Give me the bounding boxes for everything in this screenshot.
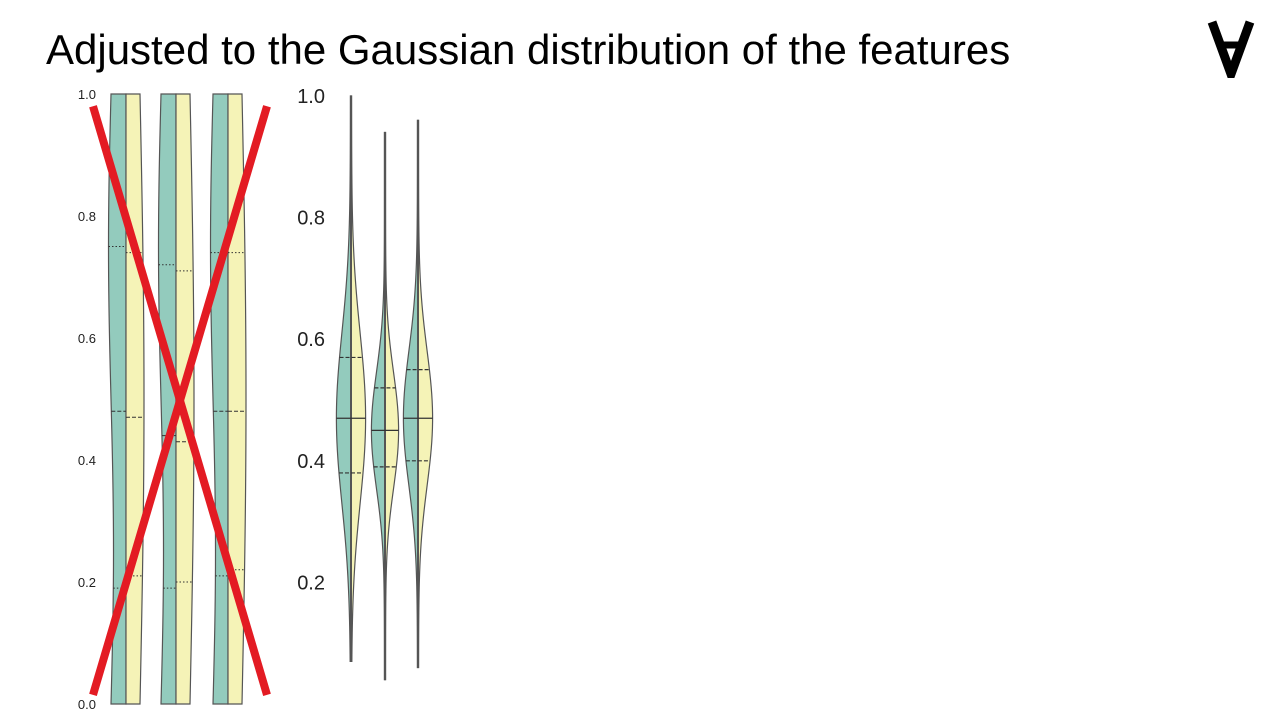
violin-left-half xyxy=(335,95,352,663)
y-tick-label: 0.8 xyxy=(78,209,96,224)
violin-left-half xyxy=(370,131,386,681)
gaussian-violin xyxy=(370,131,400,681)
y-tick-label: 0.6 xyxy=(297,329,325,351)
y-tick-label: 0.8 xyxy=(297,208,325,230)
violin-right-half xyxy=(350,95,367,663)
y-tick-label: 1.0 xyxy=(297,86,325,108)
y-tick-label: 0.2 xyxy=(297,572,325,594)
gaussian-violin-chart: 0.2 0.4 0.6 0.8 1.0 xyxy=(297,86,434,681)
slide-title: Adjusted to the Gaussian distribution of… xyxy=(46,26,1011,73)
for-all-symbol-icon xyxy=(1207,20,1255,78)
uniform-violin-chart: 0.0 0.2 0.4 0.6 0.8 1.0 xyxy=(78,87,271,712)
cross-out-line xyxy=(89,105,271,696)
y-tick-label: 0.6 xyxy=(78,331,96,346)
y-tick-label: 1.0 xyxy=(78,87,96,102)
violin-left-half xyxy=(209,93,229,705)
violin-right-half xyxy=(125,93,145,705)
gaussian-violin xyxy=(402,119,434,669)
violin-right-half xyxy=(175,93,195,705)
gaussian-violin xyxy=(335,95,367,663)
y-tick-label: 0.4 xyxy=(297,451,325,473)
y-tick-label: 0.4 xyxy=(78,453,96,468)
violin-left-half xyxy=(402,119,419,669)
y-tick-label: 0.0 xyxy=(78,697,96,712)
violin-left-half xyxy=(157,93,177,705)
violin-right-half xyxy=(417,119,434,669)
violin-right-half xyxy=(384,131,400,681)
uniform-violin xyxy=(157,93,195,705)
y-tick-label: 0.2 xyxy=(78,575,96,590)
